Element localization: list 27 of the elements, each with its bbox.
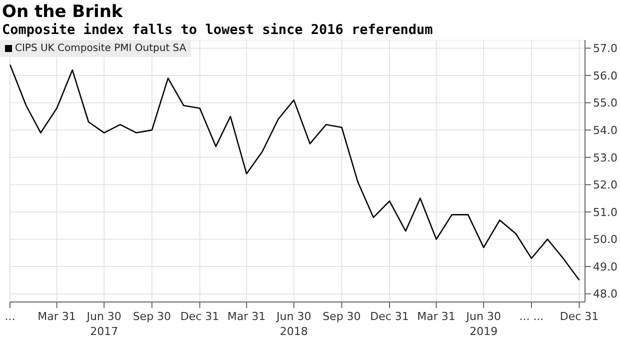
x-tick-label: Dec 31 — [560, 310, 599, 323]
x-tick-label: Dec 31 — [180, 310, 220, 323]
x-tick-label: Dec 31 — [370, 310, 409, 323]
x-tick-label: Mar 31 — [38, 310, 76, 323]
y-tick-label: 56.0 — [593, 69, 618, 82]
x-tick-label: ... — [4, 310, 16, 323]
chart-subtitle: Composite index falls to lowest since 2016 referendum — [2, 22, 433, 38]
y-tick-label: 50.0 — [593, 233, 618, 246]
x-tick-label: Jun 30 2018 — [276, 310, 312, 338]
y-tick-label: 49.0 — [593, 260, 618, 274]
chart-title: On the Brink — [2, 2, 123, 22]
x-tick-label: Mar 31 — [417, 310, 456, 323]
y-tick-label: 57.0 — [593, 42, 618, 56]
x-tick-label: Mar 31 — [227, 310, 266, 323]
y-tick-label: 55.0 — [593, 96, 618, 110]
y-tick-label: 53.0 — [593, 151, 618, 164]
legend-label: CIPS UK Composite PMI Output SA — [14, 43, 186, 54]
line-series — [10, 64, 580, 281]
y-tick-label: 51.0 — [593, 206, 618, 219]
x-tick-label: Jun 30 2019 — [465, 310, 501, 338]
y-tick-label: 48.0 — [593, 288, 618, 301]
x-tick-label: Jun 30 2017 — [86, 310, 122, 338]
x-tick-label: ... ... — [519, 310, 544, 323]
x-tick-label: Sep 30 — [132, 310, 172, 323]
x-tick-label: Sep 30 — [322, 310, 361, 323]
y-tick-label: 52.0 — [593, 178, 618, 192]
y-tick-label: 54.0 — [593, 124, 618, 137]
